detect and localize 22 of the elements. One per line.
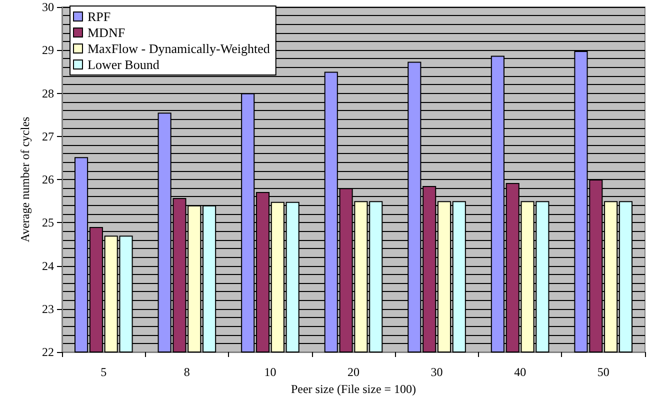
x-axis-title: Peer size (File size = 100) (290, 382, 416, 396)
y-tick-label: 23 (42, 302, 54, 316)
x-tick-label: 30 (430, 365, 443, 379)
y-tick-label: 22 (42, 345, 54, 359)
x-tick-label: 8 (184, 365, 190, 379)
x-tick-label: 10 (264, 365, 276, 379)
y-tick-label: 30 (42, 0, 54, 14)
y-tick-label: 24 (42, 258, 54, 273)
y-tick-label: 28 (42, 86, 54, 100)
x-tick-label: 50 (597, 365, 610, 379)
y-axis-title: Average number of cycles (18, 116, 32, 242)
y-tick-label: 26 (42, 172, 54, 186)
legend-label: Lower Bound (88, 57, 160, 72)
y-tick-label: 29 (42, 43, 54, 58)
y-tick-label: 25 (42, 216, 54, 230)
x-tick-label: 5 (100, 365, 107, 379)
y-tick-label: 27 (42, 129, 54, 144)
legend-label: MaxFlow - Dynamically-Weighted (88, 41, 270, 56)
x-tick-label: 20 (348, 365, 360, 379)
x-tick-label: 40 (514, 365, 526, 379)
legend-label: RPF (88, 9, 111, 24)
legend-label: MDNF (88, 25, 126, 40)
